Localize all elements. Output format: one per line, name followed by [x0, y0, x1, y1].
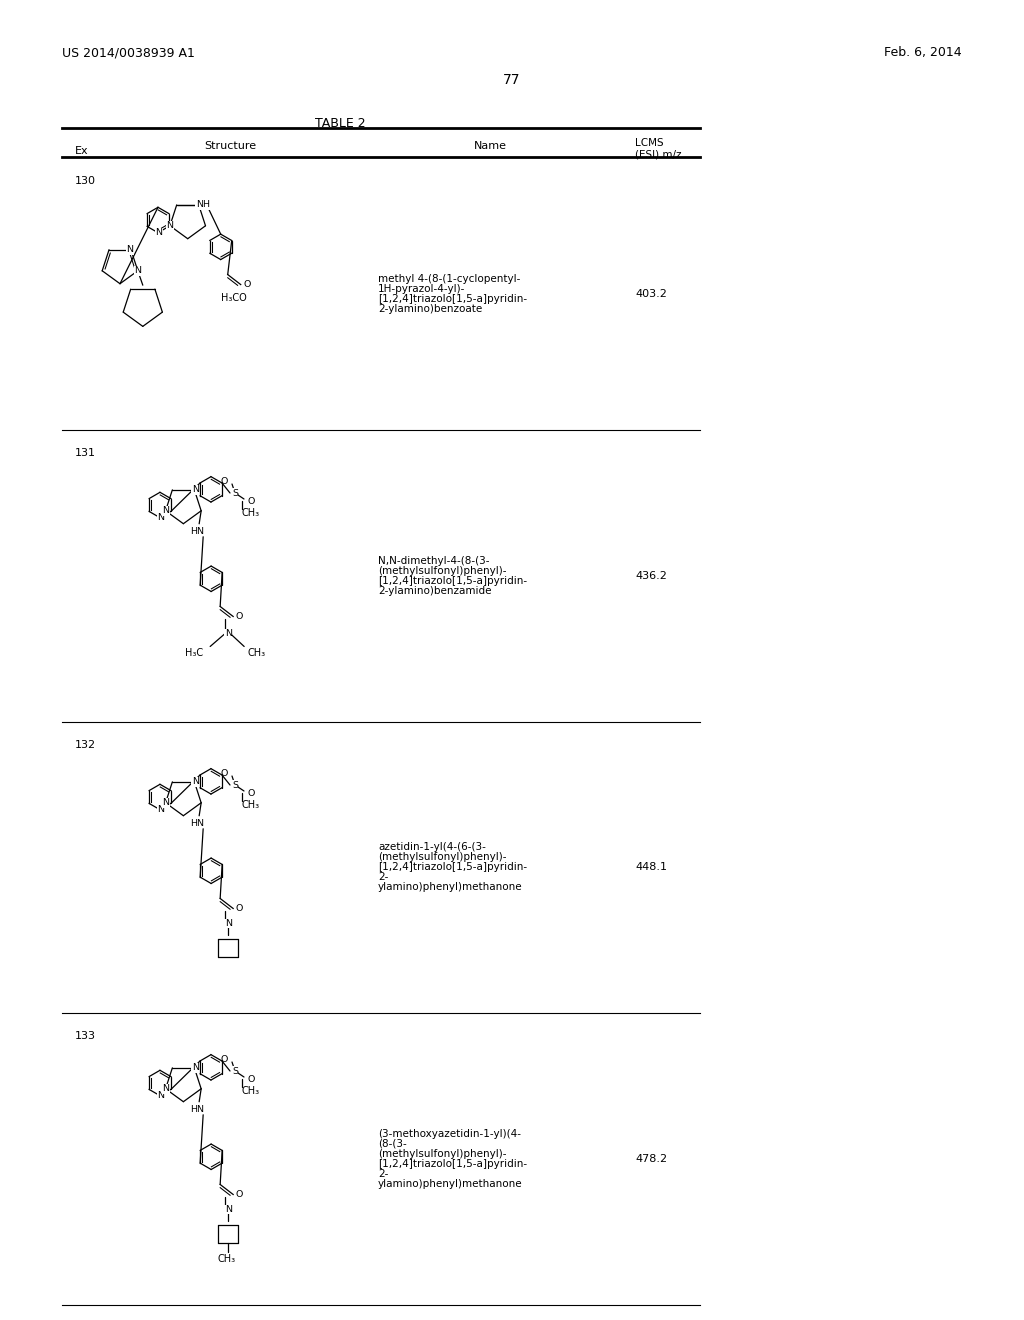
Text: N: N [191, 1064, 199, 1072]
Text: N: N [158, 805, 165, 814]
Text: O: O [248, 1074, 255, 1084]
Text: O: O [243, 280, 251, 289]
Text: O: O [220, 770, 228, 779]
Text: (8-(3-: (8-(3- [378, 1139, 407, 1148]
Text: 133: 133 [75, 1031, 96, 1041]
Text: H₃CO: H₃CO [221, 293, 247, 302]
Text: (3-methoxyazetidin-1-yl)(4-: (3-methoxyazetidin-1-yl)(4- [378, 1129, 521, 1139]
Text: N: N [162, 507, 169, 515]
Text: N: N [134, 267, 141, 276]
Text: 77: 77 [503, 73, 521, 87]
Text: N: N [127, 246, 133, 255]
Text: 2-ylamino)benzoate: 2-ylamino)benzoate [378, 304, 482, 314]
Text: O: O [220, 1056, 228, 1064]
Text: 130: 130 [75, 176, 96, 186]
Text: LCMS
(ESI) m/z: LCMS (ESI) m/z [635, 139, 682, 160]
Text: O: O [248, 496, 255, 506]
Text: CH₃: CH₃ [242, 508, 260, 517]
Text: Name: Name [473, 141, 507, 150]
Text: 2-: 2- [378, 1170, 388, 1179]
Text: (methylsulfonyl)phenyl)-: (methylsulfonyl)phenyl)- [378, 853, 507, 862]
Text: HN: HN [190, 820, 204, 828]
Text: Ex: Ex [75, 147, 89, 156]
Text: N: N [224, 630, 231, 638]
Text: ylamino)phenyl)methanone: ylamino)phenyl)methanone [378, 883, 522, 892]
Text: 448.1: 448.1 [635, 862, 667, 873]
Text: S: S [232, 1067, 238, 1076]
Text: 1H-pyrazol-4-yl)-: 1H-pyrazol-4-yl)- [378, 284, 465, 294]
Text: [1,2,4]triazolo[1,5-a]pyridin-: [1,2,4]triazolo[1,5-a]pyridin- [378, 294, 527, 304]
Text: S: S [232, 780, 238, 789]
Text: N: N [224, 919, 231, 928]
Text: ylamino)phenyl)methanone: ylamino)phenyl)methanone [378, 1179, 522, 1189]
Text: Feb. 6, 2014: Feb. 6, 2014 [885, 46, 962, 59]
Text: (methylsulfonyl)phenyl)-: (methylsulfonyl)phenyl)- [378, 566, 507, 576]
Text: TABLE 2: TABLE 2 [314, 117, 366, 129]
Text: N: N [191, 777, 199, 787]
Text: N: N [158, 1092, 165, 1100]
Text: 132: 132 [75, 741, 96, 750]
Text: 403.2: 403.2 [635, 289, 667, 300]
Text: 131: 131 [75, 447, 96, 458]
Text: CH₃: CH₃ [247, 648, 265, 659]
Text: HN: HN [190, 1105, 204, 1114]
Text: azetidin-1-yl(4-(6-(3-: azetidin-1-yl(4-(6-(3- [378, 842, 485, 853]
Text: (methylsulfonyl)phenyl)-: (methylsulfonyl)phenyl)- [378, 1148, 507, 1159]
Text: HN: HN [190, 527, 204, 536]
Text: 478.2: 478.2 [635, 1154, 667, 1164]
Text: N: N [162, 1084, 169, 1093]
Text: O: O [236, 612, 243, 620]
Text: O: O [236, 1191, 243, 1199]
Text: [1,2,4]triazolo[1,5-a]pyridin-: [1,2,4]triazolo[1,5-a]pyridin- [378, 576, 527, 586]
Text: O: O [248, 788, 255, 797]
Text: [1,2,4]triazolo[1,5-a]pyridin-: [1,2,4]triazolo[1,5-a]pyridin- [378, 1159, 527, 1170]
Text: N: N [158, 513, 165, 523]
Text: Structure: Structure [204, 141, 256, 150]
Text: N: N [156, 228, 163, 238]
Text: CH₃: CH₃ [242, 800, 260, 810]
Text: 436.2: 436.2 [635, 572, 667, 581]
Text: N: N [224, 1205, 231, 1214]
Text: US 2014/0038939 A1: US 2014/0038939 A1 [62, 46, 195, 59]
Text: O: O [236, 904, 243, 913]
Text: [1,2,4]triazolo[1,5-a]pyridin-: [1,2,4]triazolo[1,5-a]pyridin- [378, 862, 527, 873]
Text: N,N-dimethyl-4-(8-(3-: N,N-dimethyl-4-(8-(3- [378, 556, 489, 566]
Text: NH: NH [196, 201, 210, 210]
Text: CH₃: CH₃ [242, 1086, 260, 1096]
Text: N: N [167, 222, 173, 230]
Text: N: N [197, 201, 203, 210]
Text: S: S [232, 488, 238, 498]
Text: CH₃: CH₃ [217, 1254, 236, 1265]
Text: 2-: 2- [378, 873, 388, 883]
Text: O: O [220, 478, 228, 487]
Text: methyl 4-(8-(1-cyclopentyl-: methyl 4-(8-(1-cyclopentyl- [378, 275, 520, 284]
Text: N: N [162, 799, 169, 808]
Text: H₃C: H₃C [185, 648, 203, 659]
Text: N: N [191, 486, 199, 495]
Text: 2-ylamino)benzamide: 2-ylamino)benzamide [378, 586, 492, 597]
